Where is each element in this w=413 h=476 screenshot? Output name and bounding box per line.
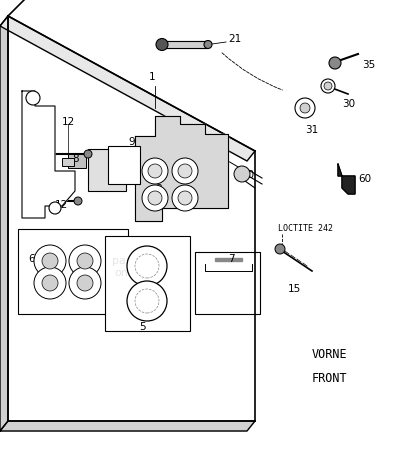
Circle shape bbox=[323, 83, 331, 91]
Polygon shape bbox=[161, 42, 207, 49]
Circle shape bbox=[127, 281, 166, 321]
Text: 8: 8 bbox=[72, 154, 78, 164]
Text: 9: 9 bbox=[128, 137, 134, 147]
Circle shape bbox=[135, 289, 159, 313]
Circle shape bbox=[69, 268, 101, 299]
Bar bbox=[105, 237, 190, 331]
Text: 8: 8 bbox=[154, 184, 161, 194]
Bar bbox=[68, 155, 86, 169]
Circle shape bbox=[320, 80, 334, 94]
Text: 7: 7 bbox=[228, 253, 234, 263]
Circle shape bbox=[42, 276, 58, 291]
Circle shape bbox=[127, 247, 166, 287]
Polygon shape bbox=[22, 92, 75, 218]
Circle shape bbox=[69, 246, 101, 278]
Circle shape bbox=[142, 186, 168, 211]
Text: 30: 30 bbox=[341, 99, 354, 109]
Circle shape bbox=[34, 268, 66, 299]
Text: VORNE: VORNE bbox=[311, 348, 347, 361]
Circle shape bbox=[135, 255, 159, 278]
Circle shape bbox=[178, 165, 192, 178]
Text: 5: 5 bbox=[138, 321, 145, 331]
Circle shape bbox=[294, 99, 314, 119]
Polygon shape bbox=[337, 165, 354, 195]
Bar bbox=[108, 147, 140, 185]
Bar bbox=[88, 149, 126, 192]
Circle shape bbox=[178, 192, 192, 206]
Circle shape bbox=[147, 165, 161, 178]
Circle shape bbox=[171, 186, 197, 211]
Circle shape bbox=[171, 159, 197, 185]
Text: FRONT: FRONT bbox=[311, 372, 347, 385]
Circle shape bbox=[26, 92, 40, 106]
Circle shape bbox=[274, 245, 284, 255]
Polygon shape bbox=[0, 421, 254, 431]
Circle shape bbox=[299, 104, 309, 114]
Circle shape bbox=[204, 41, 211, 50]
Polygon shape bbox=[135, 117, 228, 221]
Bar bbox=[18, 229, 128, 314]
Text: 6: 6 bbox=[28, 253, 35, 263]
Text: 21: 21 bbox=[228, 34, 241, 44]
Circle shape bbox=[49, 203, 61, 215]
Text: 10: 10 bbox=[242, 169, 254, 179]
Text: parts2
onlinr: parts2 onlinr bbox=[112, 256, 147, 277]
Text: 12: 12 bbox=[62, 117, 75, 127]
Text: 15: 15 bbox=[287, 283, 301, 293]
Circle shape bbox=[147, 192, 161, 206]
Bar bbox=[147, 170, 166, 185]
Circle shape bbox=[84, 151, 92, 159]
Text: 31: 31 bbox=[304, 125, 318, 135]
Bar bbox=[195, 252, 259, 314]
Circle shape bbox=[328, 58, 340, 70]
Text: 35: 35 bbox=[361, 60, 374, 70]
Circle shape bbox=[74, 198, 82, 206]
Text: 12: 12 bbox=[55, 199, 68, 209]
Circle shape bbox=[42, 253, 58, 269]
Circle shape bbox=[142, 159, 168, 185]
Circle shape bbox=[77, 253, 93, 269]
Bar bbox=[62, 159, 74, 167]
Polygon shape bbox=[0, 17, 8, 431]
Polygon shape bbox=[0, 17, 254, 162]
Circle shape bbox=[34, 246, 66, 278]
Circle shape bbox=[233, 167, 249, 183]
Text: LOCTITE 242: LOCTITE 242 bbox=[277, 224, 332, 233]
Polygon shape bbox=[214, 258, 242, 261]
Text: 1: 1 bbox=[148, 72, 155, 82]
Circle shape bbox=[156, 40, 168, 51]
Text: 60: 60 bbox=[357, 174, 370, 184]
Circle shape bbox=[77, 276, 93, 291]
